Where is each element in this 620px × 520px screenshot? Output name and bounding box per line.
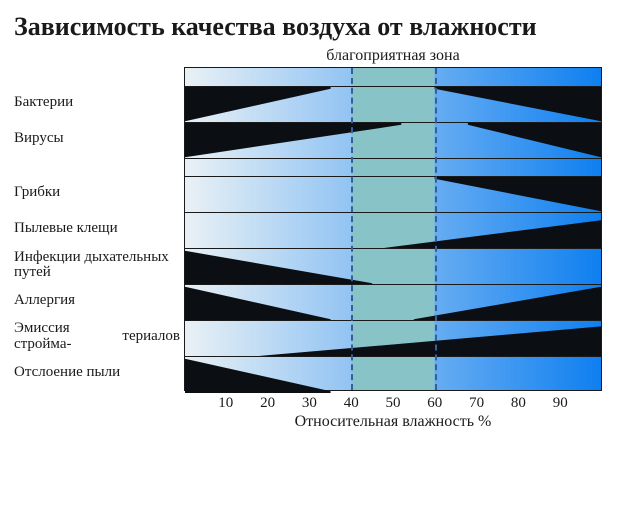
data-lane	[185, 356, 601, 393]
plot-area	[184, 67, 602, 391]
row-label: Вирусы	[14, 121, 184, 157]
data-lane	[185, 122, 601, 159]
row-label: Бактерии	[14, 85, 184, 121]
row-label: Инфекции дыхательных путей	[14, 247, 184, 283]
zone-boundary	[435, 68, 437, 390]
x-tick: 30	[302, 395, 317, 412]
risk-wedge	[435, 177, 601, 211]
risk-wedge	[185, 123, 401, 157]
risk-wedge	[414, 287, 601, 321]
chart-title: Зависимость качества воздуха от влажност…	[14, 12, 606, 41]
zone-boundary	[351, 68, 353, 390]
data-lane	[185, 212, 601, 249]
row-label: Отслоение пыли	[14, 355, 184, 391]
risk-wedge	[185, 87, 331, 121]
row-label: Эмиссия стройма-териалов	[14, 319, 184, 355]
risk-wedge	[185, 287, 331, 321]
risk-wedge	[260, 327, 601, 358]
x-tick: 90	[553, 395, 568, 412]
risk-wedge	[185, 359, 331, 393]
risk-wedge	[385, 220, 601, 249]
x-axis-label: Относительная влажность %	[184, 413, 602, 431]
chart: БактерииВирусы ГрибкиПылевые клещиИнфекци…	[14, 67, 606, 391]
page: Зависимость качества воздуха от влажност…	[0, 0, 620, 520]
x-tick: 60	[427, 395, 442, 412]
data-lane	[185, 86, 601, 123]
data-lane	[185, 248, 601, 285]
risk-wedge	[435, 87, 601, 121]
risk-wedge	[468, 123, 601, 157]
row-label: Пылевые клещи	[14, 211, 184, 247]
x-tick: 70	[469, 395, 484, 412]
x-tick: 10	[218, 395, 233, 412]
risk-wedge	[185, 251, 372, 285]
data-lane	[185, 284, 601, 321]
row-label: Аллергия	[14, 283, 184, 319]
x-tick: 50	[386, 395, 401, 412]
x-tick: 40	[344, 395, 359, 412]
row-label: Грибки	[14, 175, 184, 211]
x-axis: 10 20 30 40 50 60 70 80 90	[184, 391, 602, 411]
data-lane	[185, 320, 601, 357]
chart-subtitle: благоприятная зона	[184, 47, 602, 65]
row-labels: БактерииВирусы ГрибкиПылевые клещиИнфекци…	[14, 67, 184, 391]
x-tick: 20	[260, 395, 275, 412]
data-lane	[185, 176, 601, 213]
x-tick: 80	[511, 395, 526, 412]
